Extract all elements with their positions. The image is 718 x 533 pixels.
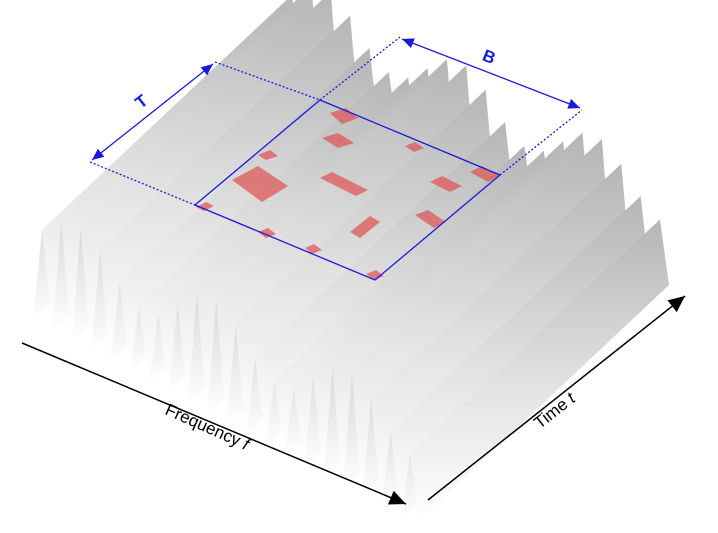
bandwidth-label: B — [480, 46, 499, 68]
axis-symbol: f — [240, 435, 254, 455]
frequency-axis — [21, 342, 407, 505]
axis-symbol: t — [563, 388, 579, 407]
red-cells — [196, 108, 500, 280]
period-label: T — [132, 91, 152, 113]
grid-frame — [89, 36, 583, 281]
time-axis — [427, 295, 686, 501]
ridge-face — [410, 219, 669, 520]
surface — [33, 0, 669, 520]
